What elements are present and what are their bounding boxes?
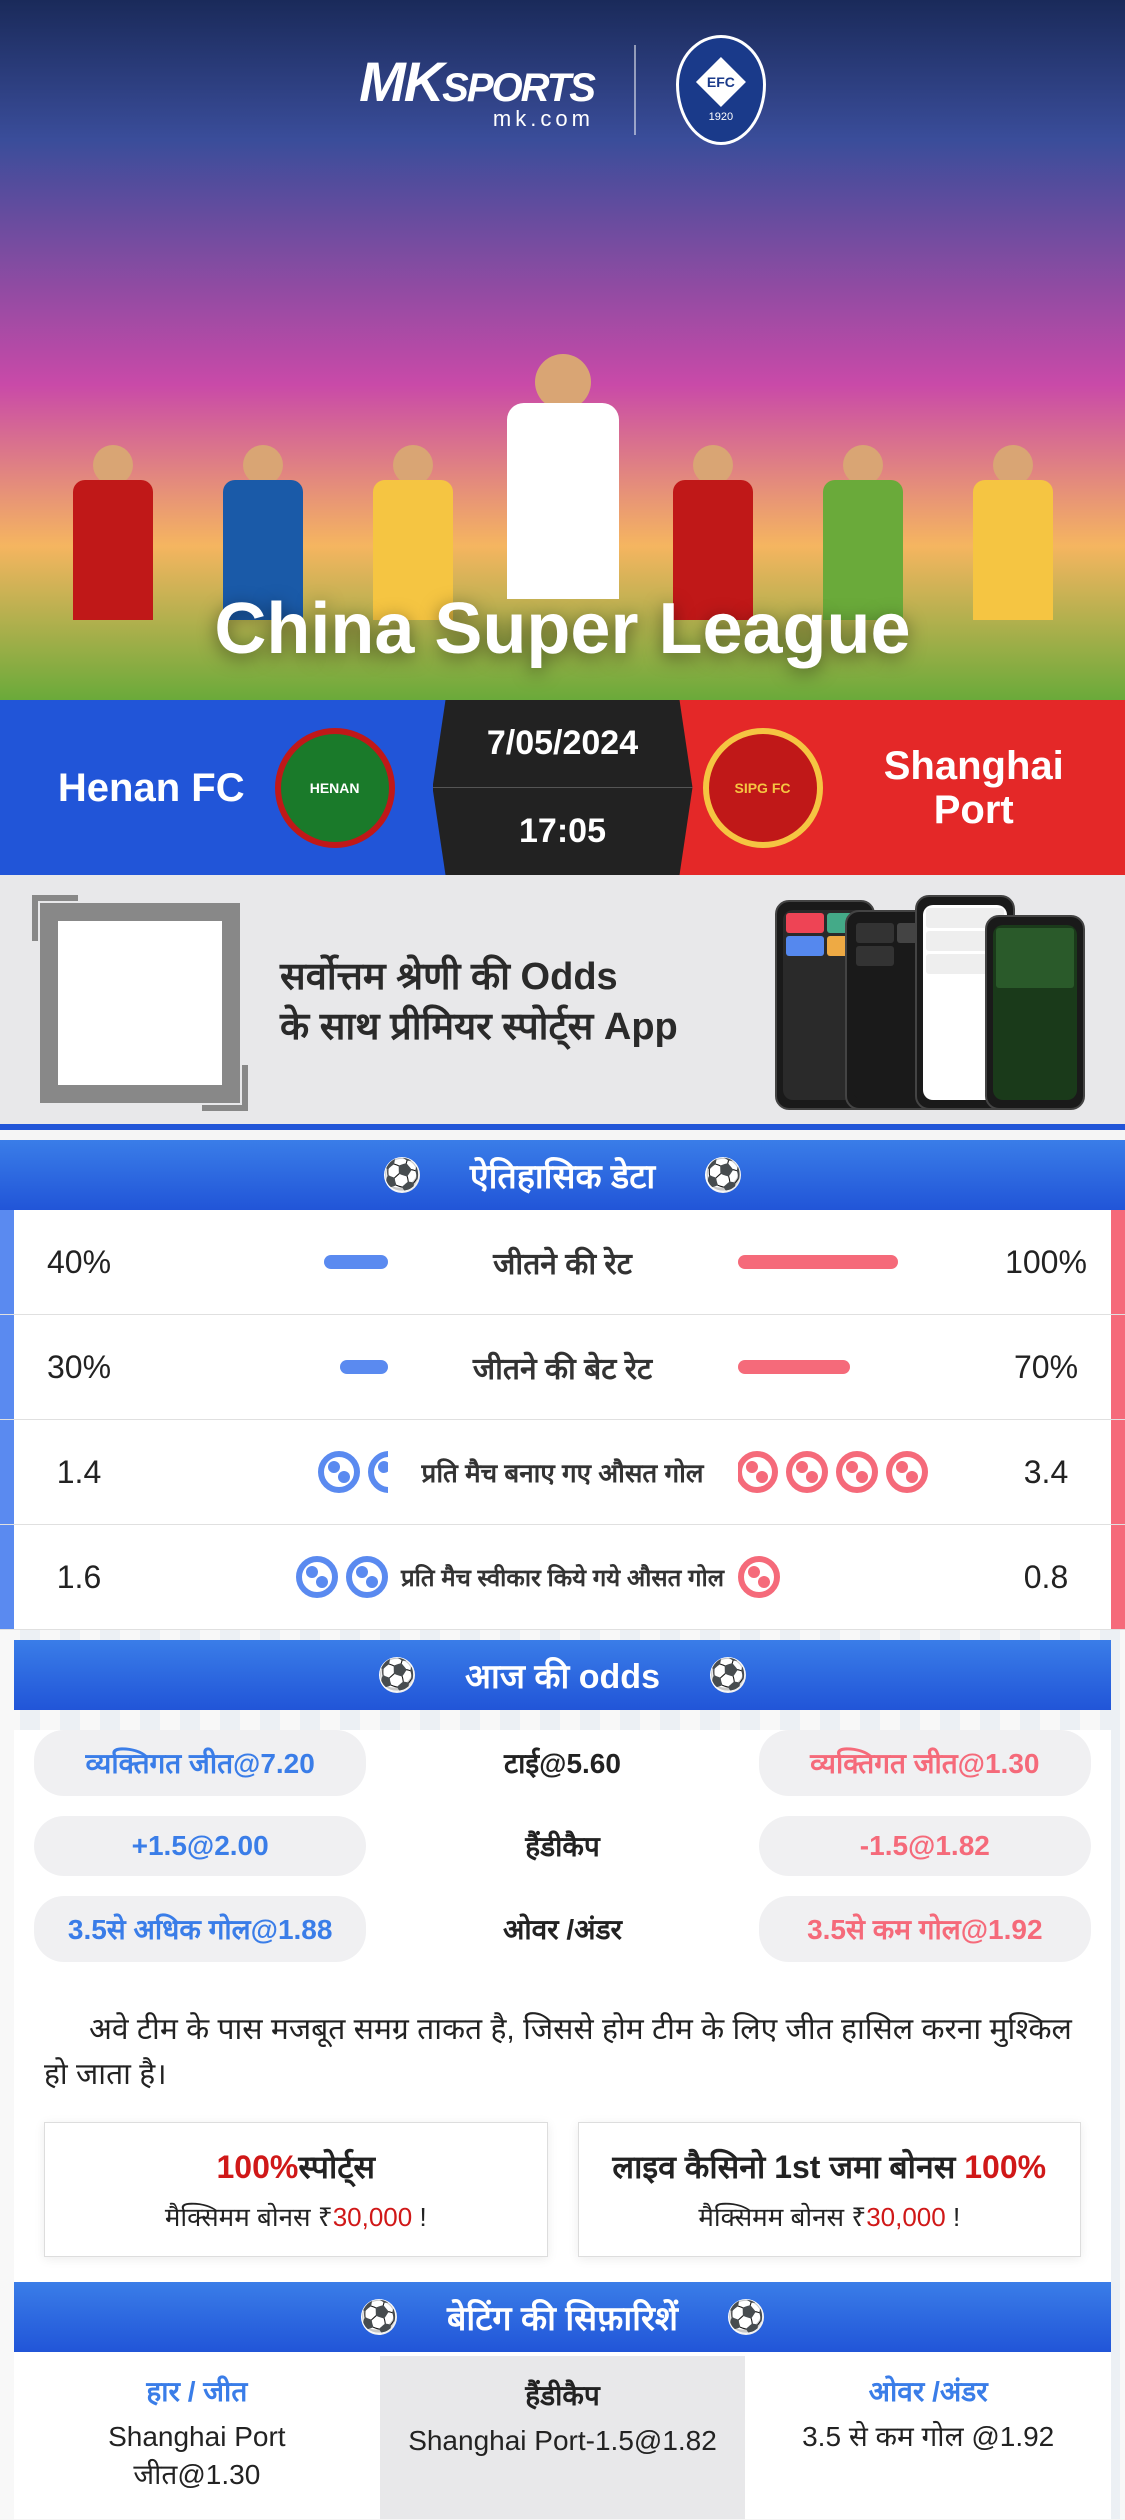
away-team-name: Shanghai Port bbox=[853, 744, 1096, 832]
league-title: China Super League bbox=[214, 588, 910, 670]
odds-home[interactable]: व्यक्तिगत जीत@7.20 bbox=[34, 1730, 366, 1796]
odds-away[interactable]: व्यक्तिगत जीत@1.30 bbox=[759, 1730, 1091, 1796]
home-team-name: Henan FC bbox=[58, 766, 245, 810]
promo-phones bbox=[805, 895, 1085, 1110]
stat-label: प्रति मैच स्वीकार किये गये औसत गोल bbox=[388, 1561, 738, 1594]
recommendation-tabs: हार / जीत Shanghai Portजीत@1.30 हैंडीकैप… bbox=[14, 2352, 1111, 2519]
odds-mid: ओवर /अंडर bbox=[406, 1910, 718, 1948]
odds-row: 3.5से अधिक गोल@1.88 ओवर /अंडर 3.5से कम ग… bbox=[34, 1896, 1091, 1962]
reco-tab-overunder[interactable]: ओवर /अंडर 3.5 से कम गोल @1.92 bbox=[745, 2352, 1111, 2519]
odds-home[interactable]: 3.5से अधिक गोल@1.88 bbox=[34, 1896, 366, 1962]
odds-row: व्यक्तिगत जीत@7.20 टाई@5.60 व्यक्तिगत जी… bbox=[34, 1730, 1091, 1796]
odds-mid: टाई@5.60 bbox=[406, 1744, 718, 1782]
stat-away-value: 3.4 bbox=[981, 1454, 1111, 1491]
stat-home-value: 1.6 bbox=[14, 1559, 144, 1596]
app-promo[interactable]: सर्वोत्तम श्रेणी की Odds के साथ प्रीमियर… bbox=[0, 875, 1125, 1130]
home-team-logo: HENAN bbox=[275, 728, 395, 848]
match-datetime: 7/05/2024 17:05 bbox=[433, 700, 693, 875]
ball-icon bbox=[710, 1657, 746, 1693]
brand-sports: SPORTS bbox=[442, 66, 594, 110]
match-date: 7/05/2024 bbox=[433, 700, 693, 788]
match-bar: Henan FC HENAN 7/05/2024 17:05 Shanghai … bbox=[0, 700, 1125, 875]
ball-icon bbox=[384, 1157, 420, 1193]
reco-tab-winlose[interactable]: हार / जीत Shanghai Portजीत@1.30 bbox=[14, 2352, 380, 2519]
stat-row: 1.4 प्रति मैच बनाए गए औसत गोल 3.4 bbox=[0, 1420, 1125, 1525]
bonus-card-sports[interactable]: 100%स्पोर्ट्स मैक्सिमम बोनस ₹30,000 ! bbox=[44, 2122, 548, 2257]
ball-icon bbox=[379, 1657, 415, 1693]
stat-row: 40% जीतने की रेट 100% bbox=[0, 1210, 1125, 1315]
historical-stats: 40% जीतने की रेट 100% 30% जीतने की बेट र… bbox=[0, 1210, 1125, 1630]
historical-section-header: ऐतिहासिक डेटा bbox=[0, 1140, 1125, 1210]
match-time: 17:05 bbox=[433, 788, 693, 875]
stat-away-value: 0.8 bbox=[981, 1559, 1111, 1596]
odds-mid: हैंडीकैप bbox=[406, 1827, 718, 1865]
stat-home-vis bbox=[144, 1451, 388, 1493]
stat-home-value: 30% bbox=[14, 1349, 144, 1386]
stat-away-value: 100% bbox=[981, 1244, 1111, 1281]
away-team-logo: SIPG FC bbox=[703, 728, 823, 848]
away-team-side[interactable]: Shanghai Port SIPG FC bbox=[673, 700, 1125, 875]
stat-label: जीतने की रेट bbox=[388, 1242, 738, 1283]
stat-away-value: 70% bbox=[981, 1349, 1111, 1386]
stat-home-vis bbox=[144, 1255, 388, 1269]
hero-banner: MKSPORTS mk.com EFC 1920 China Super Lea… bbox=[0, 0, 1125, 700]
stat-away-vis bbox=[738, 1556, 982, 1598]
stat-row: 30% जीतने की बेट रेट 70% bbox=[0, 1315, 1125, 1420]
odds-row: +1.5@2.00 हैंडीकैप -1.5@1.82 bbox=[34, 1816, 1091, 1876]
today-odds-title: आज की odds bbox=[465, 1652, 660, 1698]
partner-year: 1920 bbox=[709, 111, 733, 123]
recommendations-header: बेटिंग की सिफ़ारिशें bbox=[14, 2282, 1111, 2352]
stat-away-vis bbox=[738, 1451, 982, 1493]
stat-row: 1.6 प्रति मैच स्वीकार किये गये औसत गोल 0… bbox=[0, 1525, 1125, 1630]
logo-bar: MKSPORTS mk.com EFC 1920 bbox=[359, 35, 766, 145]
ball-icon bbox=[361, 2299, 397, 2335]
bonus-row: 100%स्पोर्ट्स मैक्सिमम बोनस ₹30,000 ! ला… bbox=[14, 2112, 1111, 2282]
bonus-card-casino[interactable]: लाइव कैसिनो 1st जमा बोनस 100% मैक्सिमम ब… bbox=[578, 2122, 1082, 2257]
hero-players bbox=[0, 200, 1125, 620]
ball-icon bbox=[728, 2299, 764, 2335]
stat-home-vis bbox=[144, 1360, 388, 1374]
stat-home-value: 40% bbox=[14, 1244, 144, 1281]
stat-home-vis bbox=[144, 1556, 388, 1598]
recommendations-title: बेटिंग की सिफ़ारिशें bbox=[447, 2294, 678, 2340]
today-odds-header: आज की odds bbox=[14, 1640, 1111, 1710]
partner-badge-text: EFC bbox=[696, 57, 746, 107]
qr-code-placeholder bbox=[40, 903, 240, 1103]
promo-text: सर्वोत्तम श्रेणी की Odds के साथ प्रीमियर… bbox=[280, 953, 765, 1052]
partner-badge: EFC 1920 bbox=[676, 35, 766, 145]
historical-title: ऐतिहासिक डेटा bbox=[470, 1152, 655, 1198]
odds-section: व्यक्तिगत जीत@7.20 टाई@5.60 व्यक्तिगत जी… bbox=[14, 1730, 1111, 1982]
stat-away-vis bbox=[738, 1255, 982, 1269]
odds-home[interactable]: +1.5@2.00 bbox=[34, 1816, 366, 1876]
brand-logo: MKSPORTS mk.com bbox=[359, 49, 594, 132]
stat-home-value: 1.4 bbox=[14, 1454, 144, 1491]
logo-divider bbox=[634, 45, 636, 135]
reco-tab-handicap[interactable]: हैंडीकैप Shanghai Port-1.5@1.82 bbox=[380, 2352, 746, 2519]
home-team-side[interactable]: Henan FC HENAN bbox=[0, 700, 453, 875]
analysis-text: अवे टीम के पास मजबूत समग्र ताकत है, जिसस… bbox=[14, 1982, 1111, 2112]
brand-main: MK bbox=[359, 50, 442, 113]
odds-away[interactable]: -1.5@1.82 bbox=[759, 1816, 1091, 1876]
stat-label: प्रति मैच बनाए गए औसत गोल bbox=[388, 1454, 738, 1490]
stat-away-vis bbox=[738, 1360, 982, 1374]
stat-label: जीतने की बेट रेट bbox=[388, 1347, 738, 1388]
ball-icon bbox=[705, 1157, 741, 1193]
odds-away[interactable]: 3.5से कम गोल@1.92 bbox=[759, 1896, 1091, 1962]
